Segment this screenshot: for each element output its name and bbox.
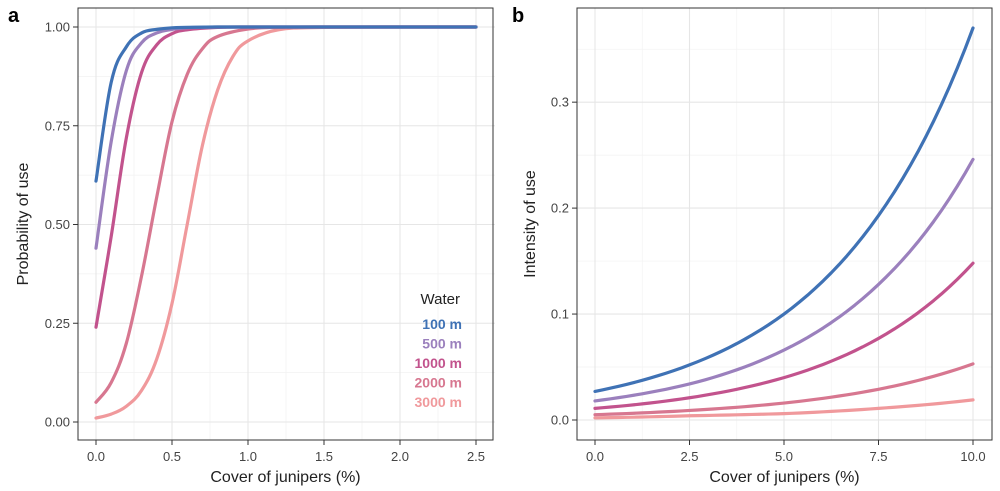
series-line-100-m bbox=[94, 25, 478, 183]
y-tick-label: 0.25 bbox=[45, 316, 70, 331]
panel-b: b 0.0 2.5 5.0 7.5 10.0 0.0 0.1 0.2 0.3 Cover of … bbox=[512, 5, 993, 486]
y-tick-label: 0.2 bbox=[551, 201, 569, 216]
panel-a: a 0.0 0.5 1.0 1.5 2.0 2.5 0.00 0.25 0.50 0.75 1.00… bbox=[8, 5, 495, 486]
panel-b-letter: b bbox=[512, 5, 524, 27]
panel-b-grid bbox=[577, 8, 992, 440]
x-tick-label: 10.0 bbox=[960, 449, 985, 464]
panel-b-x-axis-title: Cover of junipers (%) bbox=[709, 469, 859, 486]
panel-a-x-axis-title: Cover of junipers (%) bbox=[210, 469, 360, 486]
x-tick-label: 0.0 bbox=[87, 449, 105, 464]
series-line-2000-m bbox=[593, 362, 975, 417]
panel-a-letter: a bbox=[8, 5, 20, 27]
x-tick-label: 2.5 bbox=[467, 449, 485, 464]
y-tick-label: 0.00 bbox=[45, 415, 70, 430]
legend-entry-500-m: 500 m bbox=[422, 336, 462, 352]
panel-b-ticks: 0.0 2.5 5.0 7.5 10.0 0.0 0.1 0.2 0.3 bbox=[551, 95, 986, 464]
series-line-3000-m bbox=[593, 398, 975, 420]
panel-a-grid bbox=[78, 8, 495, 440]
y-tick-label: 1.00 bbox=[45, 20, 70, 35]
panel-a-y-axis-title: Probability of use bbox=[15, 163, 32, 286]
series-line-100-m bbox=[593, 26, 975, 393]
x-tick-label: 5.0 bbox=[775, 449, 793, 464]
y-tick-label: 0.0 bbox=[551, 413, 569, 428]
panel-a-legend: Water 100 m 500 m 1000 m 2000 m 3000 m bbox=[415, 291, 462, 410]
panel-b-curves bbox=[593, 26, 975, 420]
legend-entry-1000-m: 1000 m bbox=[415, 355, 462, 371]
y-tick-label: 0.3 bbox=[551, 95, 569, 110]
panel-a-ticks: 0.0 0.5 1.0 1.5 2.0 2.5 0.00 0.25 0.50 0.75 1.00 bbox=[45, 20, 485, 465]
x-tick-label: 1.0 bbox=[239, 449, 257, 464]
x-tick-label: 0.0 bbox=[586, 449, 604, 464]
x-tick-label: 1.5 bbox=[315, 449, 333, 464]
y-tick-label: 0.75 bbox=[45, 118, 70, 133]
legend-entry-100-m: 100 m bbox=[422, 316, 462, 332]
x-tick-label: 2.5 bbox=[680, 449, 698, 464]
series-line-500-m bbox=[593, 157, 975, 403]
x-tick-label: 0.5 bbox=[163, 449, 181, 464]
x-tick-label: 7.5 bbox=[869, 449, 887, 464]
y-tick-label: 0.50 bbox=[45, 217, 70, 232]
legend-title: Water bbox=[421, 291, 460, 308]
panel-a-curves bbox=[94, 25, 478, 420]
panel-b-y-axis-title: Intensity of use bbox=[522, 170, 539, 278]
series-line-1000-m bbox=[593, 261, 975, 410]
y-tick-label: 0.1 bbox=[551, 307, 569, 322]
legend-entry-2000-m: 2000 m bbox=[415, 375, 462, 391]
x-tick-label: 2.0 bbox=[391, 449, 409, 464]
legend-entry-3000-m: 3000 m bbox=[415, 394, 462, 410]
